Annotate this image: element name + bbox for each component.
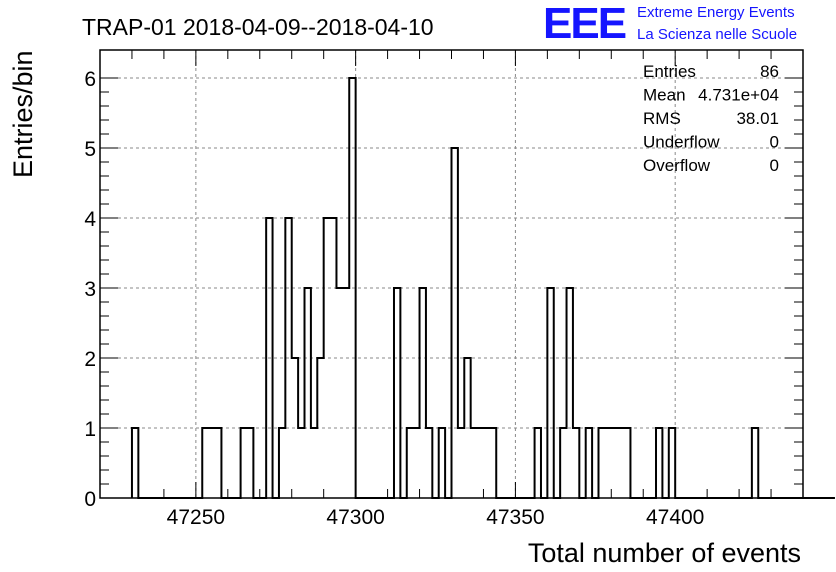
x-tick-label: 47400 [646,506,704,529]
y-axis-title: Entries/bin [8,50,38,178]
eee-logo: EEE Extreme Energy Events La Scienza nel… [543,0,797,48]
stats-label: Overflow [643,156,711,175]
logo-line-1: Extreme Energy Events [637,4,795,21]
x-tick-label: 47350 [486,506,544,529]
stats-value: 38.01 [736,109,779,128]
stats-label: Underflow [643,133,720,152]
stats-label: Mean [643,86,686,105]
y-tick-label: 1 [84,418,96,441]
stats-value: 0 [770,133,779,152]
x-axis-title: Total number of events [528,538,801,568]
stats-label: RMS [643,109,681,128]
logo-mark: EEE [543,0,626,48]
y-tick-label: 2 [84,348,96,371]
stats-box: Entries 86 Mean 4.731e+04 RMS 38.01 Underflow 0… [643,62,779,175]
y-tick-label: 5 [84,138,96,161]
stats-value: 4.731e+04 [698,86,779,105]
axis-ticks [100,50,803,499]
x-tick-label: 47300 [326,506,384,529]
y-tick-labels: 0 1 2 3 4 5 6 [84,68,96,511]
chart-title: TRAP-01 2018-04-09--2018-04-10 [82,14,434,40]
stats-value: 0 [770,156,779,175]
x-tick-labels: 47250 47300 47350 47400 [167,506,705,529]
stats-value: 86 [760,62,779,81]
y-tick-label: 3 [84,278,96,301]
y-tick-label: 0 [84,488,96,511]
y-tick-label: 6 [84,68,96,91]
logo-line-2: La Scienza nelle Scuole [637,26,797,43]
stats-label: Entries [643,62,696,81]
y-tick-label: 4 [84,208,96,231]
x-tick-label: 47250 [167,506,225,529]
histogram-series [130,77,835,499]
